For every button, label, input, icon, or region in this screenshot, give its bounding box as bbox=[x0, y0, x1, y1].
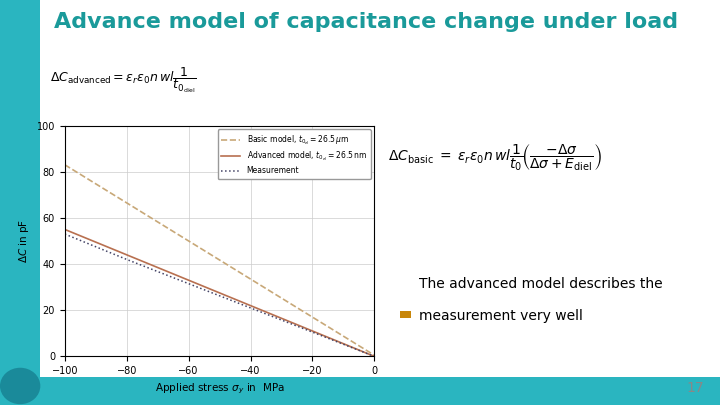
Advanced model, $t_{0_{el}}=26.5\,$nm bbox=[184, 278, 193, 283]
Basic model, $t_{0_{el}}=26.5\,\mu$m bbox=[184, 239, 193, 243]
Bar bbox=[0, 0, 40, 405]
Bar bbox=[400, 311, 411, 318]
Basic model, $t_{0_{el}}=26.5\,\mu$m bbox=[308, 315, 317, 320]
Text: $\Delta C_{\mathrm{basic}}\;=\;\varepsilon_r\varepsilon_0 n\,wl\dfrac{1}{t_0}\!\: $\Delta C_{\mathrm{basic}}\;=\;\varepsil… bbox=[388, 143, 602, 173]
Text: Advance model of capacitance change under load: Advance model of capacitance change unde… bbox=[54, 12, 678, 32]
Measurement bbox=[246, 305, 255, 310]
Measurement bbox=[60, 232, 69, 237]
Line: Advanced model, $t_{0_{el}}=26.5\,$nm: Advanced model, $t_{0_{el}}=26.5\,$nm bbox=[65, 229, 374, 356]
Y-axis label: $\Delta C$ in pF: $\Delta C$ in pF bbox=[17, 219, 31, 263]
Basic model, $t_{0_{el}}=26.5\,\mu$m bbox=[246, 277, 255, 281]
Basic model, $t_{0_{el}}=26.5\,\mu$m bbox=[122, 200, 131, 205]
Text: $\Delta C_{\mathrm{advanced}} = \varepsilon_r\varepsilon_0 n\,wl\dfrac{1}{t_{0_{: $\Delta C_{\mathrm{advanced}} = \varepsi… bbox=[50, 66, 197, 95]
Text: 17: 17 bbox=[686, 381, 703, 395]
Ellipse shape bbox=[0, 368, 40, 404]
Advanced model, $t_{0_{el}}=26.5\,$nm bbox=[60, 227, 69, 232]
Line: Basic model, $t_{0_{el}}=26.5\,\mu$m: Basic model, $t_{0_{el}}=26.5\,\mu$m bbox=[65, 165, 374, 355]
Bar bbox=[0, 377, 720, 405]
Text: The advanced model describes the: The advanced model describes the bbox=[419, 277, 662, 290]
Advanced model, $t_{0_{el}}=26.5\,$nm bbox=[246, 303, 255, 308]
Text: measurement very well: measurement very well bbox=[419, 309, 583, 323]
Basic model, $t_{0_{el}}=26.5\,\mu$m bbox=[60, 162, 69, 167]
Advanced model, $t_{0_{el}}=26.5\,$nm bbox=[122, 252, 131, 257]
Line: Measurement: Measurement bbox=[65, 234, 374, 356]
Measurement bbox=[308, 330, 317, 335]
Legend: Basic model, $t_{0_{el}}=26.5\,\mu$m, Advanced model, $t_{0_{el}}=26.5\,$nm, Mea: Basic model, $t_{0_{el}}=26.5\,\mu$m, Ad… bbox=[217, 129, 371, 179]
Measurement bbox=[122, 257, 131, 262]
Measurement bbox=[370, 354, 379, 359]
X-axis label: Applied stress $\sigma_y$ in  MPa: Applied stress $\sigma_y$ in MPa bbox=[155, 382, 284, 396]
Basic model, $t_{0_{el}}=26.5\,\mu$m bbox=[370, 353, 379, 358]
Advanced model, $t_{0_{el}}=26.5\,$nm bbox=[370, 354, 379, 359]
Advanced model, $t_{0_{el}}=26.5\,$nm bbox=[308, 328, 317, 333]
Measurement bbox=[184, 281, 193, 286]
